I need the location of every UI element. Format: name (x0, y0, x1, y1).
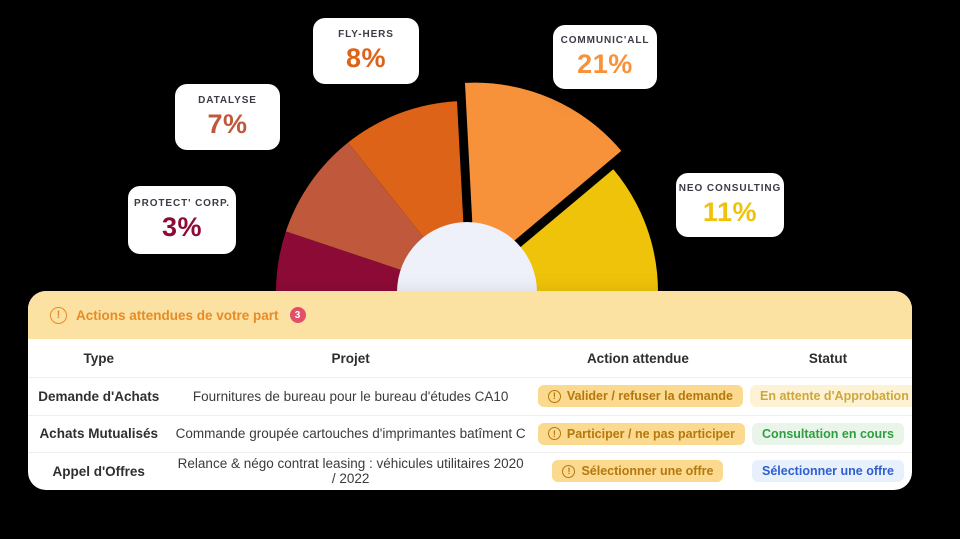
column-header-type: Type (83, 350, 114, 366)
pending-actions-panel: ! Actions attendues de votre part 3 Type… (28, 291, 912, 490)
action-button[interactable]: ! Sélectionner une offre (552, 460, 724, 483)
row-projet: Commande groupée cartouches d'imprimante… (175, 426, 526, 442)
semi-donut-chart (276, 82, 658, 300)
action-label: Participer / ne pas participer (566, 426, 735, 441)
column-header-projet: Projet (331, 350, 370, 366)
status-link[interactable]: Sélectionner une offre (752, 460, 904, 483)
slice-percentage: 7% (207, 108, 248, 139)
donut-hole (397, 222, 537, 300)
pending-actions-banner: ! Actions attendues de votre part 3 (28, 291, 912, 339)
slice-label: COMMUNIC'ALL (560, 34, 650, 46)
table-row[interactable]: Appel d'Offres Relance & négo contrat le… (28, 452, 912, 490)
chart-label-card-neo-consulting: NEO CONSULTING 11% (676, 173, 784, 237)
action-button[interactable]: ! Participer / ne pas participer (537, 422, 745, 445)
supplier-share-chart: PROTECT' CORP. 3% DATALYSE 7% FLY-HERS 8… (128, 18, 784, 300)
row-projet: Relance & négo contrat leasing : véhicul… (177, 456, 524, 487)
row-type: Achats Mutualisés (39, 426, 158, 442)
table-header-row: Type Projet Action attendue Statut (28, 339, 912, 377)
slice-percentage: 11% (702, 196, 758, 227)
column-header-action: Action attendue (586, 350, 689, 366)
slice-label: DATALYSE (198, 94, 257, 106)
action-label: Sélectionner une offre (581, 464, 714, 479)
slice-label: FLY-HERS (338, 28, 394, 40)
pie-slice-communic-all[interactable] (464, 82, 622, 274)
alert-circle-icon: ! (547, 427, 561, 441)
action-button[interactable]: ! Valider / refuser la demande (537, 385, 743, 408)
slice-percentage: 8% (345, 42, 387, 73)
chart-label-card-fly-hers: FLY-HERS 8% (313, 18, 419, 84)
alert-circle-icon: ! (547, 389, 561, 403)
slice-label: PROTECT' CORP. (134, 197, 230, 209)
row-projet: Fournitures de bureau pour le bureau d'é… (192, 388, 509, 404)
chart-label-card-communicall: COMMUNIC'ALL 21% (553, 25, 657, 89)
actions-table: Type Projet Action attendue Statut Deman… (28, 339, 912, 490)
row-type: Appel d'Offres (52, 463, 145, 479)
alert-circle-icon: ! (50, 306, 67, 324)
pending-count-badge: 3 (289, 307, 306, 323)
column-header-statut: Statut (808, 350, 848, 366)
table-row[interactable]: Demande d'Achats Fournitures de bureau p… (28, 377, 912, 415)
chart-label-card-datalyse: DATALYSE 7% (175, 84, 280, 150)
status-badge: Consultation en cours (752, 422, 904, 445)
action-label: Valider / refuser la demande (566, 389, 733, 404)
table-row[interactable]: Achats Mutualisés Commande groupée carto… (28, 414, 912, 453)
slice-percentage: 3% (161, 211, 203, 242)
slice-label: NEO CONSULTING (678, 182, 782, 194)
chart-label-card-protect-corp: PROTECT' CORP. 3% (128, 186, 236, 254)
row-type: Demande d'Achats (38, 388, 160, 404)
status-badge: En attente d'Approbation (750, 385, 912, 408)
slice-percentage: 21% (577, 48, 633, 79)
alert-circle-icon: ! (562, 464, 576, 478)
banner-title: Actions attendues de votre part (76, 307, 279, 323)
